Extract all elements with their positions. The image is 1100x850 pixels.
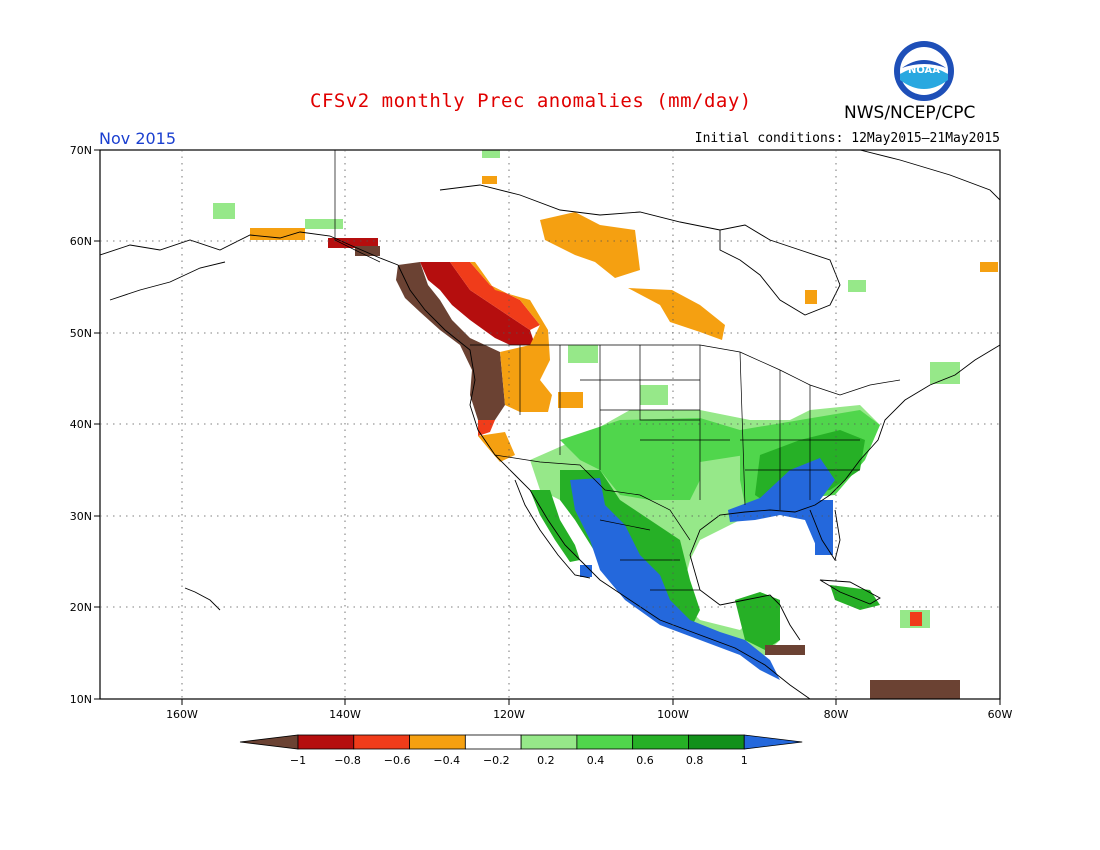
- yucatan-coast: [689, 554, 801, 641]
- baja-wet: [530, 490, 580, 562]
- gulf-coast-very-wet: [728, 458, 835, 555]
- colorbar-label: 1: [741, 754, 748, 767]
- northeast-wet-light: [930, 362, 960, 384]
- arctic-wet: [482, 150, 500, 158]
- mexico-very-wet: [570, 478, 780, 680]
- baja-tip-very-wet: [580, 565, 592, 577]
- colorbar-swatch: [464, 734, 522, 750]
- colorbar-swatch: [632, 734, 689, 750]
- pacific-nw-strong-dry: [396, 262, 505, 420]
- alaska-north-wet: [213, 203, 235, 219]
- gulf-coast: [689, 344, 1000, 556]
- pacific-nw-light-dry: [470, 262, 552, 462]
- dakotas-wet-light: [640, 385, 668, 405]
- pacific-nw-orange-red-band: [450, 262, 540, 436]
- colorbar-swatch: [409, 734, 466, 750]
- organization-label: NWS/NCEP/CPC: [844, 103, 976, 123]
- alaska-coast: [100, 231, 399, 301]
- labrador-dry: [980, 262, 998, 272]
- longitude-labels: 160W 140W 120W 100W 80W 60W: [166, 708, 1012, 721]
- colorbar-arrow-high: [743, 734, 803, 750]
- valid-month-label: Nov 2015: [99, 129, 177, 148]
- colorbar-label: 0.2: [537, 754, 555, 767]
- lon-label: 60W: [988, 708, 1013, 721]
- hudson-dry: [805, 290, 817, 304]
- central-plains-wet-light: [568, 345, 598, 363]
- central-america-wet: [735, 592, 780, 650]
- lon-label: 160W: [166, 708, 198, 721]
- colorbar-label: −0.4: [433, 754, 460, 767]
- lat-label: 60N: [70, 235, 92, 248]
- florida-very-wet: [815, 500, 833, 555]
- caribbean-wet: [830, 585, 880, 610]
- lat-label: 10N: [70, 693, 92, 706]
- alaska-coast-dry: [250, 228, 305, 240]
- initial-conditions-label: Initial conditions: 12May2015–21May2015: [694, 131, 1000, 146]
- lat-label: 30N: [70, 510, 92, 523]
- alaska-panhandle-red: [328, 238, 378, 248]
- us-mexico-border: [494, 454, 691, 541]
- tick-marks: [94, 149, 1001, 705]
- colorbar-label: 0.4: [587, 754, 605, 767]
- noaa-logo: NOAA: [894, 41, 954, 101]
- colorbar-swatch: [297, 734, 355, 750]
- colorbar-swatch: [353, 734, 410, 750]
- colorbar-arrow-low: [239, 734, 299, 750]
- lon-label: 140W: [329, 708, 361, 721]
- cuba-coast: [819, 579, 881, 605]
- lat-label: 20N: [70, 601, 92, 614]
- great-basin-dry: [558, 392, 583, 408]
- political-borders: [334, 150, 901, 591]
- pacific-nw-red-band: [420, 262, 535, 345]
- us-state-lines: [519, 345, 860, 510]
- alaska-panhandle-strong-dry: [355, 246, 380, 256]
- alaska-canada-border: [334, 150, 381, 263]
- canada-east-wet: [848, 280, 866, 292]
- arctic-dry: [482, 176, 497, 184]
- colorbar-label: −0.6: [384, 754, 411, 767]
- canada-central-dry: [628, 288, 725, 340]
- hudson-bay-coast: [719, 224, 841, 316]
- colorbar-label: −0.8: [334, 754, 361, 767]
- graticule: [100, 150, 1000, 699]
- latitude-labels: 70N 60N 50N 40N 30N 20N 10N: [70, 144, 92, 706]
- mexico-state-lines: [599, 519, 700, 591]
- lat-label: 40N: [70, 418, 92, 431]
- canada-arctic-coast: [439, 184, 721, 231]
- canada-nw-dry: [540, 212, 640, 278]
- southern-plains-wet: [560, 418, 745, 500]
- colorbar-label: 0.8: [686, 754, 704, 767]
- greenland-coast: [859, 150, 1000, 201]
- hawaii: [184, 587, 221, 611]
- venezuela-strong-dry: [870, 680, 960, 699]
- colorbar-swatch: [520, 734, 578, 750]
- alaska-north-wet-2: [305, 219, 343, 229]
- colorbar-label: −0.2: [483, 754, 510, 767]
- central-america-strong-dry: [765, 645, 805, 655]
- colorbar-label: −1: [290, 754, 306, 767]
- colorbar-swatch: [576, 734, 634, 750]
- baja-coast: [514, 479, 591, 579]
- hispaniola-dry: [910, 612, 922, 626]
- colorbar: −1 −0.8 −0.6 −0.4 −0.2 0.2 0.4 0.6 0.8 1: [239, 734, 803, 767]
- florida-coast: [809, 509, 841, 562]
- colorbar-label: 0.6: [636, 754, 654, 767]
- us-canada-border: [470, 344, 901, 396]
- lon-label: 120W: [493, 708, 525, 721]
- map-area: [100, 150, 1000, 699]
- colorbar-swatch: [688, 734, 745, 750]
- pacific-coast: [397, 264, 811, 699]
- lat-label: 70N: [70, 144, 92, 157]
- lat-label: 50N: [70, 327, 92, 340]
- map-title: CFSv2 monthly Prec anomalies (mm/day): [310, 90, 752, 112]
- lon-label: 80W: [824, 708, 849, 721]
- logo-text: NOAA: [908, 65, 940, 76]
- coastlines: [100, 150, 1000, 699]
- lon-label: 100W: [657, 708, 689, 721]
